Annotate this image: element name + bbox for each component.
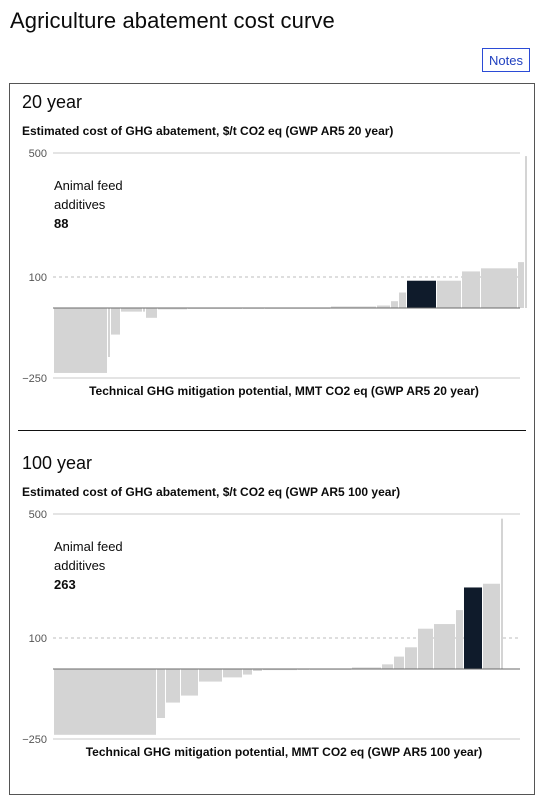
cost-bar [481, 268, 517, 308]
chart-frame [9, 83, 535, 795]
cost-bar [54, 669, 156, 735]
chart-panel-20-year: 20 year Estimated cost of GHG abatement,… [0, 92, 544, 432]
cost-bar [391, 301, 398, 308]
panel-title: 20 year [22, 92, 83, 112]
cost-bar [399, 292, 406, 308]
cost-bar [243, 669, 252, 675]
y-tick-label: 500 [29, 509, 47, 521]
y-tick-label: −250 [22, 734, 47, 746]
cost-bar [157, 669, 165, 718]
y-tick-label: 100 [29, 633, 47, 645]
cost-bar [199, 669, 222, 682]
highlight-callout: Animal feed additives 263 [54, 537, 164, 594]
cost-bar [437, 280, 461, 308]
cost-bar [405, 647, 417, 669]
cost-bar [111, 308, 120, 335]
abatement-chart: 500 100 −250 [22, 148, 527, 385]
highlight-bar [464, 587, 482, 669]
chart-panel-100-year: 100 year Estimated cost of GHG abatement… [0, 453, 544, 793]
cost-bar [143, 308, 145, 312]
notes-button[interactable]: Notes [482, 48, 530, 72]
cost-bar [418, 628, 433, 669]
cost-bar [166, 669, 180, 703]
y-axis-title: Estimated cost of GHG abatement, $/t CO2… [22, 485, 401, 499]
cost-bar [434, 624, 455, 669]
cost-bar [456, 610, 463, 669]
cost-bar [181, 669, 198, 696]
cost-bar [525, 156, 527, 308]
y-axis-title: Estimated cost of GHG abatement, $/t CO2… [22, 124, 394, 138]
cost-bar [263, 669, 297, 671]
callout-value: 88 [54, 216, 69, 231]
cost-bar [146, 308, 157, 318]
cost-bar [121, 308, 142, 312]
cost-bar [394, 656, 404, 669]
y-tick-label: 100 [29, 272, 47, 284]
x-axis-title: Technical GHG mitigation potential, MMT … [89, 384, 479, 398]
highlight-callout: Animal feed additives 88 [54, 176, 164, 233]
cost-bar [352, 667, 381, 669]
cost-bar [377, 305, 390, 308]
cost-bar [54, 308, 107, 373]
callout-label: Animal feed additives [54, 178, 123, 212]
abatement-chart: 500 100 −250 [22, 509, 520, 746]
callout-label: Animal feed additives [54, 539, 123, 573]
cost-bar [253, 669, 262, 671]
panel-title: 100 year [22, 453, 93, 473]
cost-bar [382, 664, 393, 669]
x-axis-title: Technical GHG mitigation potential, MMT … [85, 745, 483, 759]
callout-value: 263 [54, 577, 76, 592]
page-title: Agriculture abatement cost curve [10, 8, 335, 33]
y-tick-label: −250 [22, 373, 47, 385]
cost-bar [518, 262, 524, 308]
panel-divider [18, 430, 526, 431]
cost-bar [501, 518, 503, 669]
cost-bar [158, 308, 187, 310]
cost-bar [483, 583, 500, 669]
cost-bar [223, 669, 242, 678]
y-tick-label: 500 [29, 148, 47, 160]
cost-bar [462, 271, 480, 308]
highlight-bar [407, 280, 436, 308]
cost-bar [108, 308, 110, 357]
cost-bar [331, 306, 376, 308]
